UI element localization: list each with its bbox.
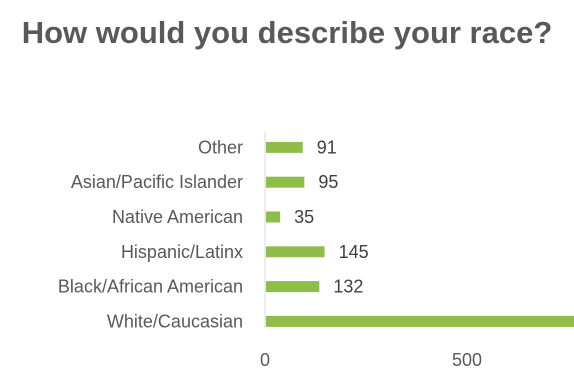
category-label-1: Black/African American [58,277,243,297]
bars-group [266,141,574,327]
value-labels: 1,500132145359591 [294,137,369,297]
value-label-2: 145 [339,242,369,262]
bar-3 [266,211,281,223]
category-label-2: Hispanic/Latinx [121,242,243,262]
bar-4 [266,176,305,188]
value-label-5: 91 [317,137,337,157]
x-axis-ticks: 05001,0001,5002,000 [260,350,482,370]
x-tick-label-0: 0 [260,350,270,370]
category-label-0: White/Caucasian [107,311,243,331]
value-label-1: 132 [333,277,363,297]
bar-5 [266,141,303,153]
bar-0 [266,315,574,327]
x-tick-label-1: 500 [452,350,482,370]
category-labels: White/Caucasian Black/African American His… [58,137,243,331]
value-label-4: 95 [318,172,338,192]
category-label-3: Native American [112,207,243,227]
category-label-5: Other [198,137,243,157]
bar-2 [266,246,325,258]
category-label-4: Asian/Pacific Islander [71,172,243,192]
chart-title: How would you describe your race? [21,15,553,50]
value-label-3: 35 [294,207,314,227]
bar-1 [266,281,320,293]
